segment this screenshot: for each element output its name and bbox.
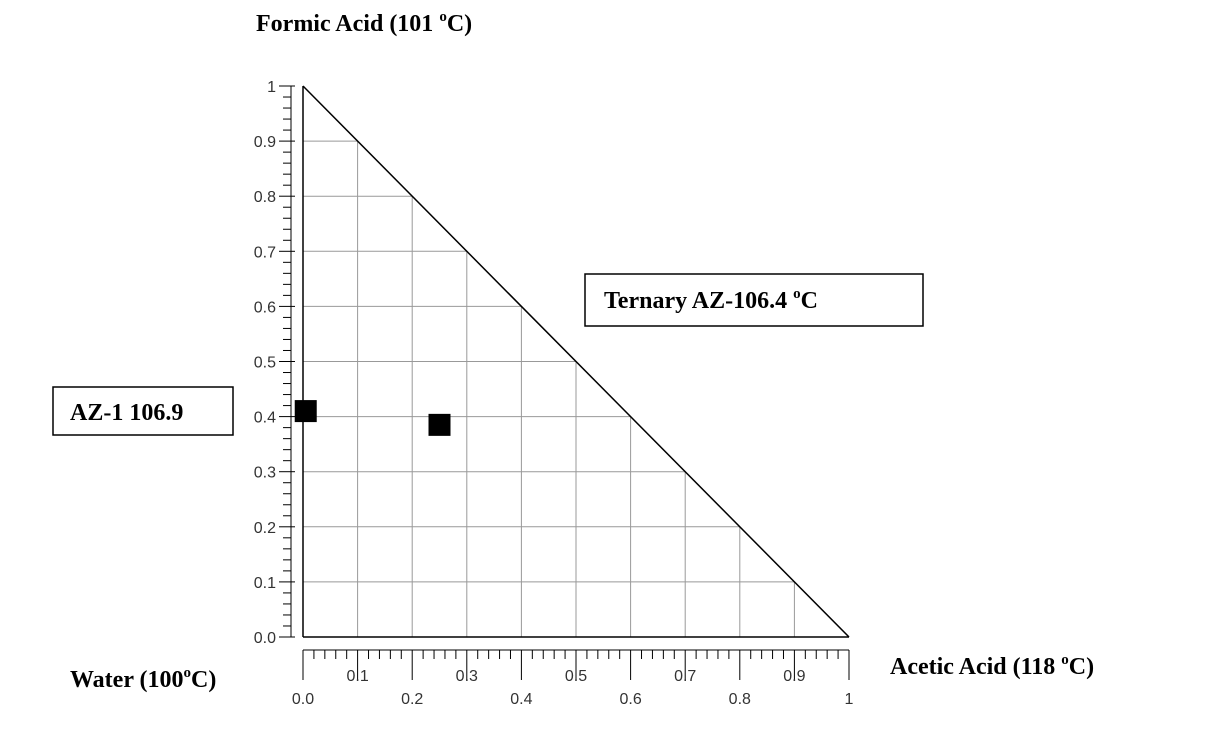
vertex-label-water: Water (100oC) [70,665,216,693]
tick-layer: 0.0 0.1 0.2 0.3 0.4 0.5 0.6 0.7 0.8 0.9 1 0.1 0.3 0.5… [254,79,854,708]
x-tick-label-major: 0.6 [619,691,641,708]
x-tick-label-major: 1 [845,691,854,708]
point-layer [294,400,451,436]
data-point-0 [294,400,317,423]
x-tick-label-major: 0.4 [510,691,532,708]
y-tick-label: 0.8 [254,189,276,206]
y-tick-label: 0.3 [254,465,276,482]
y-tick-label: 0.2 [254,520,276,537]
vertex-label-formic-acid: Formic Acid (101 oC) [256,9,472,37]
x-tick-label-major: 0.8 [729,691,751,708]
y-tick-label: 0.5 [254,355,276,372]
x-tick-label-minor: 0.1 [346,668,368,685]
y-tick-label: 0.1 [254,575,276,592]
vertex-label-acetic-acid: Acetic Acid (118 oC) [890,652,1094,680]
grid-layer [303,140,795,637]
annotation-az1: AZ-1 106.9 [70,400,183,426]
x-tick-label-minor: 0.9 [783,668,805,685]
x-tick-label-minor: 0.5 [565,668,587,685]
x-tick-label-minor: 0.3 [456,668,478,685]
data-point-1 [428,413,451,436]
y-tick-label: 0.6 [254,299,276,316]
axis-layer [279,85,850,680]
y-tick-label: 0.0 [254,630,276,647]
y-tick-label: 0.7 [254,244,276,261]
annotation-box-az1 [52,386,234,436]
annotation-box-ternary [584,273,924,327]
x-tick-label-major: 0.0 [292,691,314,708]
y-tick-label: 0.9 [254,134,276,151]
axis-hypotenuse [302,85,850,638]
y-tick-label: 0.4 [254,410,276,427]
annotation-ternary: Ternary AZ-106.4 oC [604,286,818,314]
x-tick-label-minor: 0.7 [674,668,696,685]
x-tick-label-major: 0.2 [401,691,423,708]
y-tick-label: 1 [267,79,276,96]
